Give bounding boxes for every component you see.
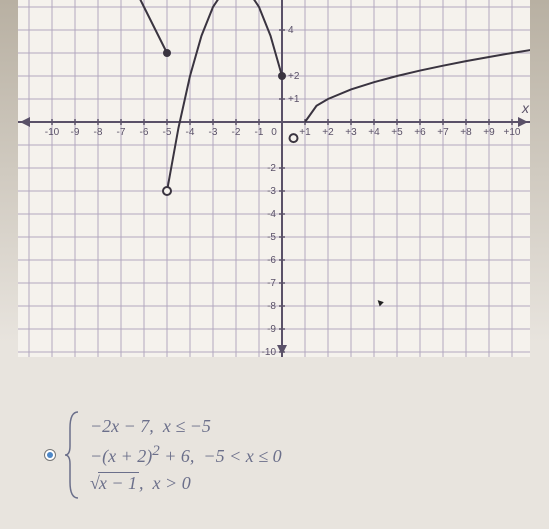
svg-text:+7: +7 <box>437 127 449 138</box>
svg-text:-6: -6 <box>140 127 149 138</box>
eq-line-2: −(x + 2)2 + 6, −5 < x ≤ 0 <box>90 443 282 467</box>
svg-text:+1: +1 <box>288 94 300 105</box>
svg-text:-4: -4 <box>186 127 195 138</box>
svg-text:+3: +3 <box>345 127 357 138</box>
svg-text:+2: +2 <box>322 127 334 138</box>
svg-text:-4: -4 <box>267 209 276 220</box>
svg-text:+9: +9 <box>483 127 495 138</box>
svg-text:+5: +5 <box>391 127 403 138</box>
x-axis-label: x <box>522 100 529 116</box>
svg-text:-7: -7 <box>117 127 126 138</box>
radio-button[interactable] <box>44 449 56 461</box>
svg-text:-3: -3 <box>267 186 276 197</box>
svg-text:-9: -9 <box>267 324 276 335</box>
svg-text:-10: -10 <box>45 127 60 138</box>
svg-text:-2: -2 <box>232 127 241 138</box>
svg-text:-8: -8 <box>94 127 103 138</box>
svg-text:-8: -8 <box>267 301 276 312</box>
brace-icon <box>64 410 82 500</box>
svg-text:+6: +6 <box>414 127 426 138</box>
piecewise-definition: −2x − 7, x ≤ −5 −(x + 2)2 + 6, −5 < x ≤ … <box>90 416 282 494</box>
svg-text:-6: -6 <box>267 255 276 266</box>
answer-option[interactable]: −2x − 7, x ≤ −5 −(x + 2)2 + 6, −5 < x ≤ … <box>44 410 282 500</box>
svg-text:4: 4 <box>288 25 294 36</box>
svg-text:+2: +2 <box>288 71 300 82</box>
graph-svg: -10 -9 -8 -7 -6 -5 -4 -3 -2 -1 +1 +2 +3 +4 +5 +6 +7 +8 +9 +… <box>18 0 530 357</box>
svg-text:-2: -2 <box>267 163 276 174</box>
svg-text:0: 0 <box>271 127 277 138</box>
svg-text:-5: -5 <box>163 127 172 138</box>
svg-text:-3: -3 <box>209 127 218 138</box>
svg-text:+1: +1 <box>299 127 311 138</box>
svg-text:+10: +10 <box>504 127 521 138</box>
radio-dot-icon <box>47 452 53 458</box>
svg-text:-10: -10 <box>262 347 277 357</box>
graph-panel: -10 -9 -8 -7 -6 -5 -4 -3 -2 -1 +1 +2 +3 +4 +5 +6 +7 +8 +9 +… <box>18 0 530 357</box>
svg-text:-7: -7 <box>267 278 276 289</box>
svg-text:-1: -1 <box>255 127 264 138</box>
svg-text:+8: +8 <box>460 127 472 138</box>
svg-text:-5: -5 <box>267 232 276 243</box>
svg-text:+4: +4 <box>368 127 380 138</box>
eq-line-1: −2x − 7, x ≤ −5 <box>90 416 282 437</box>
eq-line-3: x − 1, x > 0 <box>90 473 282 494</box>
svg-text:-9: -9 <box>71 127 80 138</box>
